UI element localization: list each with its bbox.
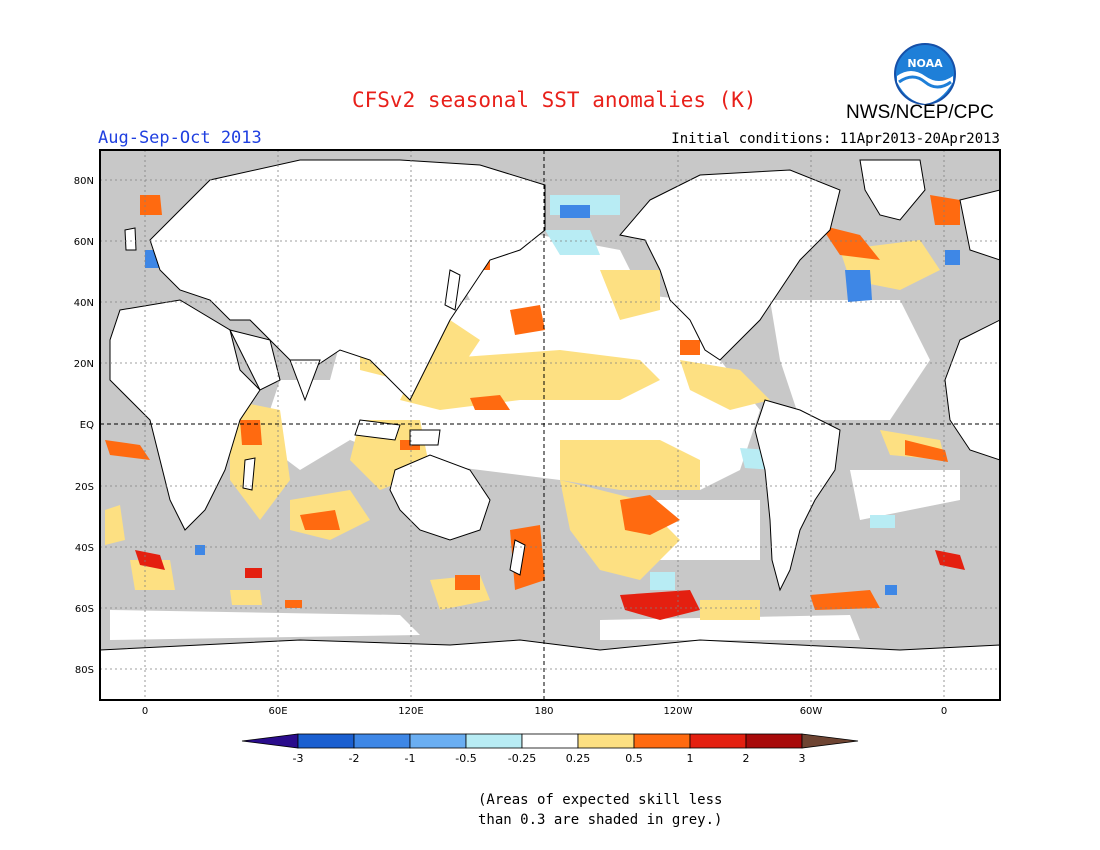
colorbar-tick-label: -0.25 (508, 752, 536, 765)
lon-label: 0 (142, 706, 148, 717)
skill-note: (Areas of expected skill less than 0.3 ar… (478, 790, 722, 830)
equator-and-dateline (100, 150, 1000, 700)
lon-label: 0 (941, 706, 947, 717)
colorbar-tick-label: 0.25 (566, 752, 591, 765)
lat-label: 80N (74, 176, 94, 187)
lat-label: 40S (75, 543, 94, 554)
colorbar-tick-label: 0.5 (625, 752, 643, 765)
colorbar-tick-label: 3 (799, 752, 806, 765)
colorbar-tick-label: 2 (743, 752, 750, 765)
lat-label: 20S (75, 482, 94, 493)
colorbar-low-arrow (241, 733, 299, 749)
lon-label: 180 (534, 706, 553, 717)
colorbar-tick-label: -1 (405, 752, 416, 765)
colorbar-tick-label: -0.5 (455, 752, 476, 765)
lon-label: 60W (800, 706, 823, 717)
sst-anomaly-map: 80N 60N 40N 20N EQ 20S 40S 60S 80S 0 60E… (74, 149, 1001, 717)
noaa-logo-icon: NOAA (894, 43, 956, 105)
colorbar: -3 -2 -1 -0.5 -0.25 0.25 0.5 1 2 3 (241, 733, 859, 765)
graticule (100, 150, 1000, 700)
continents (100, 159, 1000, 700)
lat-label: 40N (74, 298, 94, 309)
skill-note-line2: than 0.3 are shaded in grey.) (478, 812, 723, 828)
colorbar-segment (297, 733, 355, 749)
agency-label: NWS/NCEP/CPC (846, 102, 994, 123)
noaa-logo-text: NOAA (907, 57, 943, 70)
season-label: Aug-Sep-Oct 2013 (98, 128, 262, 148)
lat-labels: 80N 60N 40N 20N EQ 20S 40S 60S 80S (74, 176, 94, 676)
initial-conditions-label: Initial conditions: 11Apr2013-20Apr2013 (671, 131, 1000, 147)
colorbar-segment (353, 733, 411, 749)
colorbar-segment (577, 733, 635, 749)
lon-labels: 0 60E 120E 180 120W 60W 0 (142, 706, 947, 717)
colorbar-high-arrow (801, 733, 859, 749)
colorbar-segment (689, 733, 747, 749)
lat-label: EQ (80, 420, 94, 431)
map-frame (99, 149, 1001, 701)
skill-note-line1: (Areas of expected skill less (478, 792, 723, 808)
lat-label: 20N (74, 359, 94, 370)
anomaly-regions (105, 195, 965, 640)
colorbar-tick-label: -2 (349, 752, 360, 765)
lat-label: 60N (74, 237, 94, 248)
colorbar-segment (745, 733, 803, 749)
lat-label: 60S (75, 604, 94, 615)
colorbar-segment (633, 733, 691, 749)
lon-label: 120E (398, 706, 423, 717)
lon-label: 60E (268, 706, 287, 717)
lon-label: 120W (664, 706, 693, 717)
colorbar-segment (465, 733, 523, 749)
colorbar-segment (409, 733, 467, 749)
lat-label: 80S (75, 665, 94, 676)
colorbar-tick-label: -3 (293, 752, 304, 765)
colorbar-segment (521, 733, 579, 749)
colorbar-tick-label: 1 (687, 752, 694, 765)
